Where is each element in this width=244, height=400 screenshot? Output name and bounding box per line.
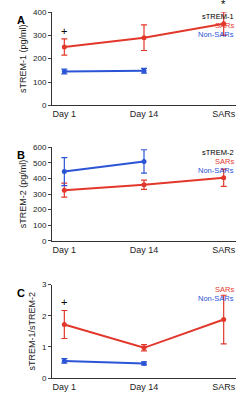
svg-text:Day 14: Day 14 — [130, 245, 159, 255]
svg-text:0: 0 — [42, 374, 47, 383]
svg-text:Non-SARs: Non-SARs — [198, 166, 234, 175]
svg-text:500: 500 — [33, 159, 47, 168]
svg-text:A: A — [17, 14, 25, 26]
svg-text:SARs: SARs — [215, 285, 234, 294]
svg-text:100: 100 — [33, 78, 47, 87]
svg-text:200: 200 — [33, 205, 47, 214]
svg-text:B: B — [17, 149, 25, 161]
svg-text:+: + — [61, 25, 67, 37]
svg-text:0: 0 — [42, 237, 47, 246]
svg-text:100: 100 — [33, 221, 47, 230]
svg-text:sTREM-1: sTREM-1 — [202, 12, 234, 21]
svg-text:Day 1: Day 1 — [53, 382, 77, 392]
svg-text:Day 14: Day 14 — [130, 382, 159, 392]
svg-text:0: 0 — [42, 101, 47, 110]
svg-text:sTREM-2: sTREM-2 — [202, 148, 234, 157]
svg-text:sTREM-1 (pg/ml): sTREM-1 (pg/ml) — [18, 24, 28, 93]
svg-text:*: * — [221, 0, 226, 10]
svg-text:2: 2 — [42, 312, 47, 321]
svg-text:300: 300 — [33, 190, 47, 199]
svg-text:600: 600 — [33, 143, 47, 152]
svg-text:SARs: SARs — [215, 157, 234, 166]
svg-text:sTREM-2 (pg/ml): sTREM-2 (pg/ml) — [18, 160, 28, 229]
svg-text:1: 1 — [42, 343, 47, 352]
svg-text:Non-SARs: Non-SARs — [198, 294, 234, 303]
svg-text:SARs: SARs — [212, 382, 236, 392]
svg-text:400: 400 — [33, 8, 47, 17]
svg-text:3: 3 — [42, 280, 47, 289]
svg-text:Day 14: Day 14 — [130, 109, 159, 119]
svg-text:SARs: SARs — [212, 245, 236, 255]
svg-text:Day 1: Day 1 — [53, 245, 77, 255]
svg-text:SARs: SARs — [215, 21, 234, 30]
svg-text:sTREM-1/sTREM-2: sTREM-1/sTREM-2 — [27, 292, 37, 371]
svg-text:400: 400 — [33, 174, 47, 183]
svg-text:SARs: SARs — [212, 109, 236, 119]
svg-text:C: C — [17, 287, 25, 299]
svg-text:+: + — [61, 296, 67, 308]
svg-text:200: 200 — [33, 54, 47, 63]
svg-text:300: 300 — [33, 31, 47, 40]
svg-text:Non-SARs: Non-SARs — [198, 30, 234, 39]
svg-text:Day 1: Day 1 — [53, 109, 77, 119]
